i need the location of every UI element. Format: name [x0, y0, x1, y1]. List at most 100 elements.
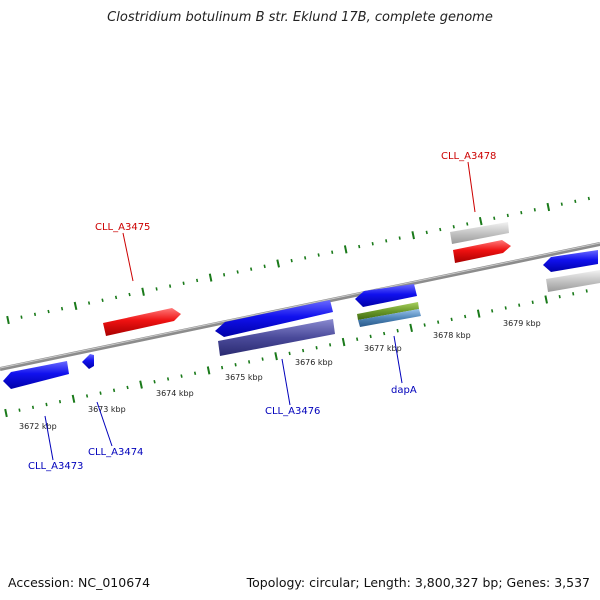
lower-tick — [572, 292, 575, 296]
upper-tick — [439, 227, 442, 232]
lower-tick — [437, 320, 440, 324]
gene-label-CLL_A3476[interactable]: CLL_A3476 — [265, 406, 320, 417]
tick-label-3677: 3677 kbp — [364, 344, 402, 353]
lower-tick — [544, 295, 548, 304]
gene-CLL_A3478[interactable] — [453, 240, 511, 263]
lower-tick — [531, 300, 534, 305]
tick-label-3679: 3679 kbp — [503, 319, 541, 328]
lower-tick — [234, 363, 237, 367]
genome-backbone-highlight — [0, 242, 600, 369]
lower-tick — [112, 388, 116, 393]
upper-tick — [114, 295, 118, 300]
gene-label-CLL_A3475[interactable]: CLL_A3475 — [95, 222, 150, 233]
upper-tick — [60, 306, 64, 311]
tick-label-3676: 3676 kbp — [295, 358, 333, 367]
lower-tick — [153, 380, 156, 384]
upper-tick — [47, 309, 50, 314]
gene-right-edge[interactable] — [543, 250, 598, 272]
upper-tick — [182, 281, 185, 285]
upper-tick — [398, 236, 401, 240]
upper-tick — [574, 199, 577, 204]
gene-label-dapA[interactable]: dapA — [391, 385, 417, 396]
upper-tick — [20, 315, 23, 319]
upper-tick — [425, 230, 428, 235]
gene-label-CLL_A3478[interactable]: CLL_A3478 — [441, 151, 496, 162]
upper-tick — [331, 250, 334, 254]
upper-tick — [73, 301, 78, 311]
upper-tick — [208, 273, 213, 282]
tick-label-3673: 3673 kbp — [88, 405, 126, 414]
lower-tick — [302, 348, 305, 353]
lower-tick — [409, 323, 413, 333]
upper-tick — [276, 259, 280, 268]
lower-tick — [248, 360, 251, 364]
lower-tick — [341, 337, 346, 347]
upper-tick — [371, 241, 374, 246]
lower-tick — [206, 366, 211, 375]
upper-tick-track — [6, 196, 590, 325]
lower-tick — [166, 377, 170, 381]
gene-label-CLL_A3473[interactable]: CLL_A3473 — [28, 461, 83, 472]
lower-tick — [45, 402, 48, 407]
gene-CLL_A3475[interactable] — [103, 308, 181, 336]
grey-feature-upper[interactable] — [450, 222, 509, 244]
lower-tick — [423, 323, 426, 327]
upper-tick — [236, 270, 239, 274]
lower-tick — [85, 394, 89, 398]
tick-label-3678: 3678 kbp — [433, 331, 471, 340]
upper-tick — [506, 213, 509, 218]
gene-dapA[interactable] — [355, 284, 417, 307]
gene-label-CLL_A3474[interactable]: CLL_A3474 — [88, 447, 143, 458]
gene-CLL_A3473[interactable] — [3, 361, 69, 389]
upper-tick — [263, 264, 266, 269]
upper-tick — [169, 284, 172, 288]
purple-feature[interactable] — [218, 319, 335, 356]
upper-tick — [520, 210, 523, 215]
lower-tick — [261, 357, 264, 361]
upper-tick — [196, 278, 199, 283]
lower-tick-track — [4, 289, 588, 418]
tick-label-3672: 3672 kbp — [19, 422, 57, 431]
upper-tick — [128, 292, 131, 297]
lower-tick — [476, 309, 481, 318]
olive-feature[interactable] — [357, 302, 419, 320]
grey-feature-right[interactable] — [546, 270, 600, 292]
lower-tick — [558, 294, 561, 299]
upper-tick — [33, 312, 37, 317]
lower-tick — [356, 337, 359, 341]
lower-tick — [58, 399, 62, 404]
upper-tick — [533, 208, 536, 212]
lower-tick — [383, 331, 386, 336]
upper-tick — [358, 244, 361, 249]
gene-CLL_A3474[interactable] — [82, 354, 94, 369]
upper-tick — [87, 301, 91, 305]
upper-tick — [141, 287, 145, 296]
steel-feature[interactable] — [358, 309, 421, 327]
upper-tick — [343, 245, 348, 254]
upper-tick — [155, 287, 158, 291]
leader-lines — [44, 161, 476, 461]
lower-tick — [396, 328, 399, 333]
lower-tick — [518, 303, 521, 307]
lower-tick — [71, 394, 76, 403]
gene-CLL_A3476[interactable] — [215, 300, 333, 337]
lower-tick — [31, 405, 35, 410]
tick-label-3674: 3674 kbp — [156, 389, 194, 398]
lower-tick — [288, 351, 291, 356]
lower-tick — [504, 306, 507, 310]
upper-tick — [411, 231, 415, 240]
upper-tick — [290, 258, 293, 263]
lower-tick — [139, 380, 143, 389]
lower-tick — [180, 374, 183, 378]
lower-tick — [99, 391, 102, 395]
upper-tick — [546, 202, 551, 212]
lower-tick — [4, 408, 8, 418]
upper-tick — [304, 256, 307, 260]
lower-tick — [315, 346, 318, 350]
lower-tick — [369, 334, 372, 339]
lower-tick — [491, 309, 494, 313]
lower-tick — [274, 352, 278, 361]
lower-tick — [585, 289, 588, 293]
genome-summary: Topology: circular; Length: 3,800,327 bp… — [246, 575, 590, 590]
